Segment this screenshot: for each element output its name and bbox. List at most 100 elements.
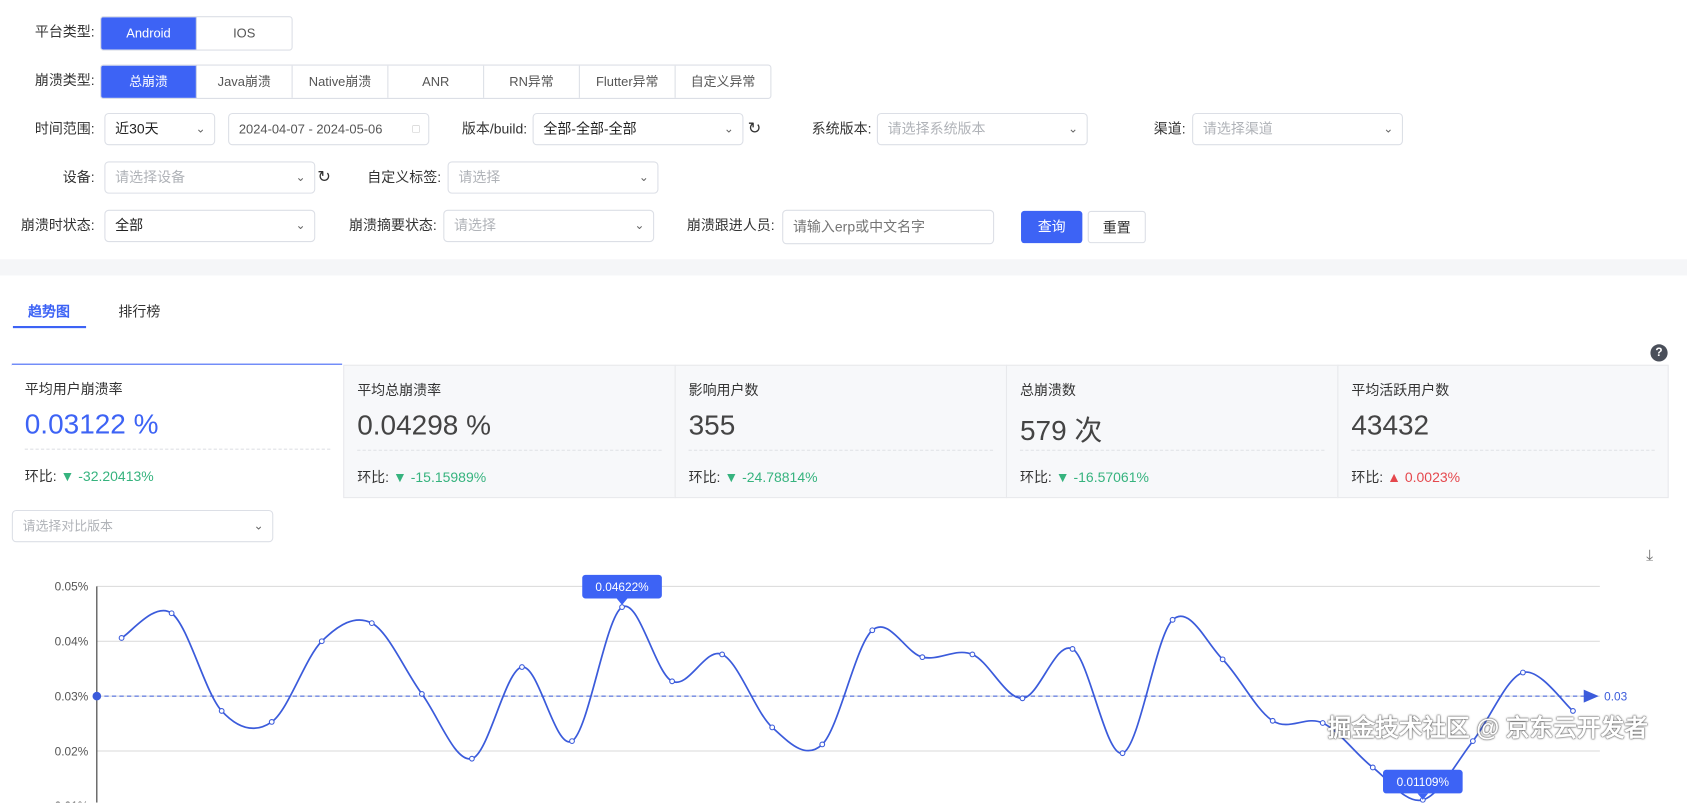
section-divider [0,259,1687,276]
refresh-icon[interactable]: ↻ [317,167,331,187]
crash-type-custom[interactable]: 自定义异常 [690,74,756,90]
y-tick-label: 0.05% [55,580,89,594]
crash-type-total[interactable]: 总崩溃 [101,65,197,98]
summary-state-select[interactable]: 请选择 ⌄ [443,209,655,243]
max-label-bg [582,574,662,599]
data-point [1319,720,1326,726]
stat-card-total-crash-rate[interactable]: 平均总崩溃率 0.04298 % 环比: ▼ -15.15989% [343,364,676,499]
data-point [368,620,375,627]
data-point [619,604,625,611]
data-point [1219,656,1226,663]
version-select[interactable]: 全部-全部-全部 ⌄ [532,112,744,146]
channel-placeholder: 请选择渠道 [1202,120,1273,137]
data-point [919,654,926,661]
compare-version-select[interactable]: 请选择对比版本 ⌄ [11,509,274,543]
stat-card-affected-users[interactable]: 影响用户数 355 环比: ▼ -24.78814% [674,364,1008,499]
custom-tag-placeholder: 请选择 [458,168,501,186]
platform-android[interactable]: Android [101,17,197,50]
summary-state-placeholder: 请选择 [454,217,497,234]
data-point [1069,646,1076,652]
data-point [1570,708,1576,714]
platform-ios[interactable]: IOS [233,25,256,41]
y-tick-label: 0.01% [55,799,89,802]
watermark: 掘金技术社区 @ 京东云开发者 [1327,714,1648,742]
data-point [1369,764,1376,771]
query-button[interactable]: 查询 [1021,210,1083,244]
average-line-arrow [1583,689,1599,703]
custom-tag-select[interactable]: 请选择 ⌄ [447,161,659,194]
stat-value: 579 次 [1019,414,1103,447]
data-point [769,724,776,731]
data-point [418,691,425,697]
stat-value: 355 [688,408,736,442]
platform-label: 平台类型: [34,23,95,40]
custom-tag-label: 自定义标签: [367,168,442,186]
data-point [469,755,475,762]
crash-type-rn[interactable]: RN异常 [484,65,580,98]
os-version-placeholder: 请选择系统版本 [887,120,986,137]
stat-card-active-users[interactable]: 平均活跃用户数 43432 环比: ▲ 0.0023% [1337,364,1669,499]
trend-down-icon: ▼ [60,468,75,485]
divider [1019,449,1325,451]
chevron-down-icon: ⌄ [634,219,645,233]
date-range-picker[interactable]: 2024-04-07 - 2024-05-06 □ [228,112,430,146]
chevron-down-icon: ⌄ [1383,122,1394,136]
data-point [669,678,676,685]
crash-state-label: 崩溃时状态: [20,217,95,234]
os-version-select[interactable]: 请选择系统版本 ⌄ [876,112,1088,146]
crash-type-java[interactable]: Java崩溃 [197,65,293,98]
version-value: 全部-全部-全部 [543,120,637,137]
data-point [1520,669,1526,676]
crash-type-native[interactable]: Native崩溃 [293,65,389,98]
crash-state-select[interactable]: 全部 ⌄ [104,209,316,243]
os-version-label: 系统版本: [811,120,872,137]
trend-down-icon: ▼ [1055,469,1070,486]
tab-trend[interactable]: 趋势图 [27,303,70,320]
data-point [819,741,826,748]
tab-ranking[interactable]: 排行榜 [118,303,161,320]
device-placeholder: 请选择设备 [115,168,186,186]
data-point [1169,616,1176,623]
download-icon[interactable]: ⤓ [1646,546,1654,565]
stat-title: 平均活跃用户数 [1351,381,1450,399]
summary-state-label: 崩溃摘要状态: [348,217,437,234]
crash-type-label: 崩溃类型: [34,72,95,89]
stat-card-user-crash-rate[interactable]: 平均用户崩溃率 0.03122 % 环比: ▼ -32.20413% [11,364,344,499]
refresh-icon[interactable]: ↻ [747,119,762,138]
y-tick-label: 0.03% [55,689,89,703]
data-point [1119,750,1126,757]
time-range-select[interactable]: 近30天 ⌄ [104,112,216,146]
data-point [519,664,525,670]
data-point [719,651,726,658]
chevron-down-icon: ⌄ [295,171,306,184]
divider [1351,449,1655,451]
crash-type-anr[interactable]: ANR [388,65,485,98]
min-label-pointer [1417,793,1429,800]
platform-segmented: Android IOS [100,16,293,51]
y-tick-label: 0.04% [55,635,89,649]
crash-type-flutter[interactable]: Flutter异常 [580,65,676,98]
chevron-down-icon: ⌄ [723,122,734,136]
chevron-down-icon: ⌄ [1068,122,1079,136]
crash-rate-line-chart: 0.05% 0.04% 0.03% 0.02% 0.01% 0.03 0.04622% 0.0… [55,574,1628,803]
divider [357,449,662,451]
calendar-icon: □ [412,122,420,136]
assignee-label: 崩溃跟进人员: [686,217,775,234]
average-line-label: 0.03 [1604,689,1627,703]
device-label: 设备: [62,168,95,186]
chevron-down-icon: ⌄ [295,219,306,233]
data-point [268,718,275,725]
assignee-input[interactable] [782,209,995,245]
stat-card-total-crashes[interactable]: 总崩溃数 579 次 环比: ▼ -16.57061% [1005,364,1339,499]
question-circle-icon[interactable]: ? [1650,344,1668,362]
stat-compare: 环比: ▼ -15.15989% [357,466,486,486]
data-point [168,610,175,617]
device-select[interactable]: 请选择设备 ⌄ [104,161,316,194]
change-value: -16.57061% [1073,469,1149,486]
channel-select[interactable]: 请选择渠道 ⌄ [1192,112,1403,146]
reset-button[interactable]: 重置 [1087,210,1146,244]
compare-label: 环比: [688,469,721,486]
compare-label: 环比: [1019,469,1052,486]
divider [24,448,331,450]
compare-label: 环比: [24,468,57,485]
